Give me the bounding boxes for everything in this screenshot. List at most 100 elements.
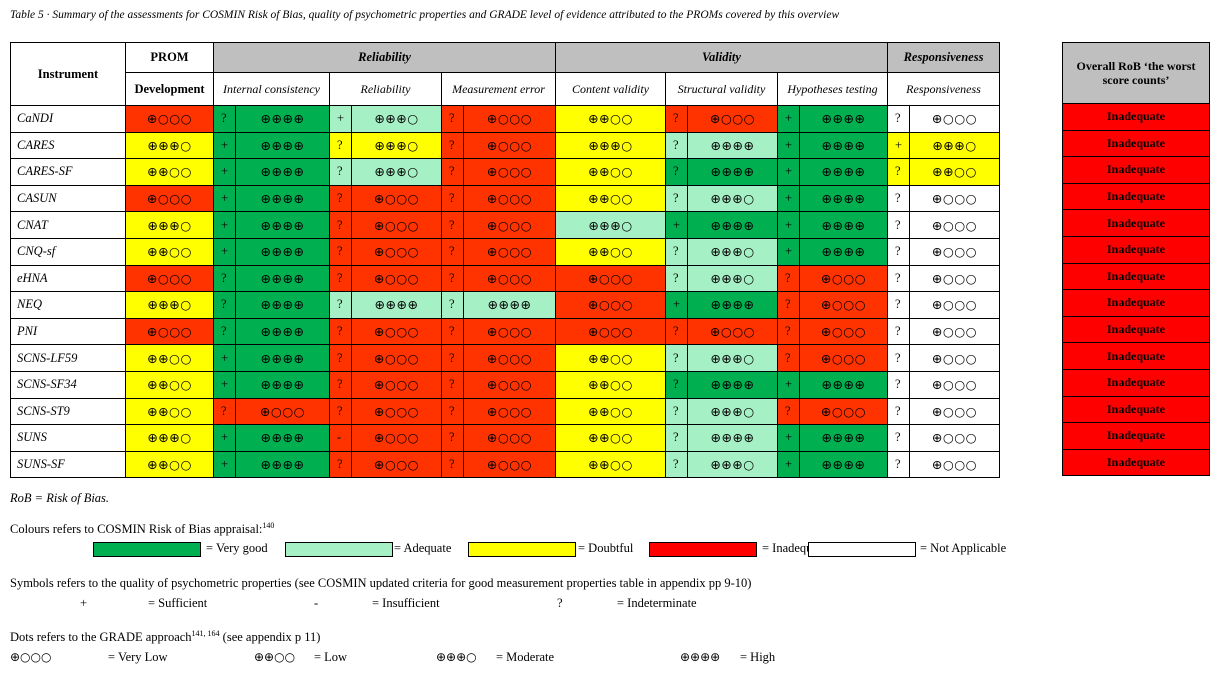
cv-rating: ⊕⊕○○ [555, 397, 666, 426]
resp-rating: ⊕○○○ [909, 317, 1000, 346]
instrument-name: SUNS [10, 424, 126, 452]
ic-symbol: + [213, 158, 236, 186]
ht-rating: ⊕⊕⊕⊕ [799, 237, 888, 266]
ic-symbol: + [213, 184, 236, 213]
table-row: CARES-SF ⊕⊕○○ + ⊕⊕⊕⊕? ⊕⊕⊕○? ⊕○○○ ⊕⊕○○? ⊕⊕⊕⊕ + ⊕⊕⊕… [10, 158, 1000, 186]
instrument-name: CARES-SF [10, 158, 126, 186]
dots-low-label: = Low [314, 650, 348, 664]
dots-very-low: ⊕○○○ [10, 650, 52, 664]
resp-symbol: ? [887, 211, 910, 239]
swatch-inadequate [649, 542, 757, 557]
ht-symbol: ? [777, 344, 800, 372]
overall-rob-table: Overall RoB ‘the worst score counts’ Ina… [1062, 42, 1210, 477]
development-rating: ⊕○○○ [125, 105, 214, 133]
rel-rating: ⊕⊕⊕○ [351, 158, 442, 186]
rel-rating: ⊕○○○ [351, 184, 442, 213]
cv-rating: ⊕⊕○○ [555, 158, 666, 186]
me-symbol: ? [441, 424, 464, 452]
resp-symbol: ? [887, 291, 910, 319]
overall-row: Inadequate [1062, 182, 1210, 211]
cv-rating: ⊕○○○ [555, 264, 666, 293]
symbol-indeterminate-label: = Indeterminate [617, 596, 697, 610]
me-rating: ⊕○○○ [463, 264, 556, 293]
measurement-error-header: Measurement error [441, 72, 556, 106]
ht-symbol: + [777, 450, 800, 479]
resp-symbol: ? [887, 264, 910, 293]
development-rating: ⊕⊕○○ [125, 237, 214, 266]
overall-row: Inadequate [1062, 289, 1210, 317]
overall-row: Inadequate [1062, 315, 1210, 344]
me-rating: ⊕⊕⊕⊕ [463, 291, 556, 319]
dots-moderate-label: = Moderate [496, 650, 555, 664]
rel-rating: ⊕○○○ [351, 211, 442, 239]
overall-row: Inadequate [1062, 209, 1210, 237]
development-rating: ⊕⊕○○ [125, 397, 214, 426]
ht-rating: ⊕⊕⊕⊕ [799, 184, 888, 213]
resp-symbol: ? [887, 450, 910, 479]
sv-symbol: ? [665, 184, 688, 213]
me-symbol: ? [441, 105, 464, 133]
me-rating: ⊕○○○ [463, 131, 556, 160]
rel-rating: ⊕○○○ [351, 344, 442, 372]
rel-rating: ⊕○○○ [351, 370, 442, 399]
overall-rob-value: Inadequate [1062, 315, 1210, 344]
ht-rating: ⊕⊕⊕⊕ [799, 450, 888, 479]
resp-symbol: ? [887, 317, 910, 346]
me-rating: ⊕○○○ [463, 237, 556, 266]
rel-symbol: ? [329, 344, 352, 372]
overall-row: Inadequate [1062, 262, 1210, 291]
assessment-table: Instrument PROM Reliability Validity Res… [10, 42, 1000, 479]
symbol-sufficient-label: = Sufficient [148, 596, 208, 610]
rel-symbol: ? [329, 131, 352, 160]
ht-symbol: + [777, 158, 800, 186]
rel-symbol: ? [329, 184, 352, 213]
ic-symbol: + [213, 211, 236, 239]
instrument-name: CNQ-sf [10, 237, 126, 266]
me-symbol: ? [441, 291, 464, 319]
rel-rating: ⊕○○○ [351, 450, 442, 479]
ht-rating: ⊕⊕⊕⊕ [799, 131, 888, 160]
me-rating: ⊕○○○ [463, 450, 556, 479]
dots-legend-title: Dots refers to the GRADE approach141, 16… [10, 629, 321, 645]
rel-symbol: ? [329, 264, 352, 293]
rob-footnote: RoB = Risk of Bias. [10, 491, 110, 505]
me-rating: ⊕○○○ [463, 158, 556, 186]
symbols-legend-title: Symbols refers to the quality of psychom… [10, 576, 752, 590]
overall-rob-value: Inadequate [1062, 129, 1210, 158]
cv-rating: ⊕○○○ [555, 317, 666, 346]
internal-consistency-header: Internal consistency [213, 72, 330, 106]
ht-rating: ⊕⊕⊕⊕ [799, 105, 888, 133]
resp-symbol: ? [887, 370, 910, 399]
ht-symbol: + [777, 105, 800, 133]
table-row: eHNA ⊕○○○? ⊕⊕⊕⊕? ⊕○○○? ⊕○○○ ⊕○○○? ⊕⊕⊕○? ⊕○○○? ⊕○… [10, 264, 1000, 293]
table-row: CASUN ⊕○○○ + ⊕⊕⊕⊕? ⊕○○○? ⊕○○○ ⊕⊕○○? ⊕⊕⊕○ + ⊕⊕⊕⊕? ⊕… [10, 184, 1000, 213]
overall-rob-value: Inadequate [1062, 289, 1210, 317]
responsiveness-header: Responsiveness [887, 72, 1000, 106]
symbol-insufficient-label: = Insufficient [372, 596, 440, 610]
resp-rating: ⊕○○○ [909, 184, 1000, 213]
me-symbol: ? [441, 370, 464, 399]
overall-row: Inadequate [1062, 156, 1210, 184]
swatch-doubtful [468, 542, 576, 557]
sv-rating: ⊕⊕⊕○ [687, 184, 778, 213]
ic-rating: ⊕⊕⊕⊕ [235, 211, 330, 239]
ic-symbol: + [213, 344, 236, 372]
table-row: PNI ⊕○○○? ⊕⊕⊕⊕? ⊕○○○? ⊕○○○ ⊕○○○? ⊕○○○? ⊕○○○? ⊕○○… [10, 317, 1000, 346]
rel-rating: ⊕○○○ [351, 237, 442, 266]
resp-symbol: ? [887, 424, 910, 452]
overall-row: Inadequate [1062, 395, 1210, 424]
table-row: CNQ-sf ⊕⊕○○ + ⊕⊕⊕⊕? ⊕○○○? ⊕○○○ ⊕⊕○○? ⊕⊕⊕○ + ⊕⊕⊕⊕?… [10, 237, 1000, 266]
rel-symbol: ? [329, 317, 352, 346]
me-symbol: ? [441, 344, 464, 372]
rel-symbol: ? [329, 291, 352, 319]
sv-symbol: + [665, 291, 688, 319]
sv-symbol: ? [665, 237, 688, 266]
swatch-adequate [285, 542, 393, 557]
symbol-sufficient: + [80, 596, 88, 610]
ht-symbol: ? [777, 397, 800, 426]
instrument-name: SUNS-SF [10, 450, 126, 479]
me-rating: ⊕○○○ [463, 211, 556, 239]
sv-rating: ⊕⊕⊕○ [687, 450, 778, 479]
ht-symbol: ? [777, 264, 800, 293]
legend-not-applicable: = Not Applicable [920, 541, 1007, 555]
